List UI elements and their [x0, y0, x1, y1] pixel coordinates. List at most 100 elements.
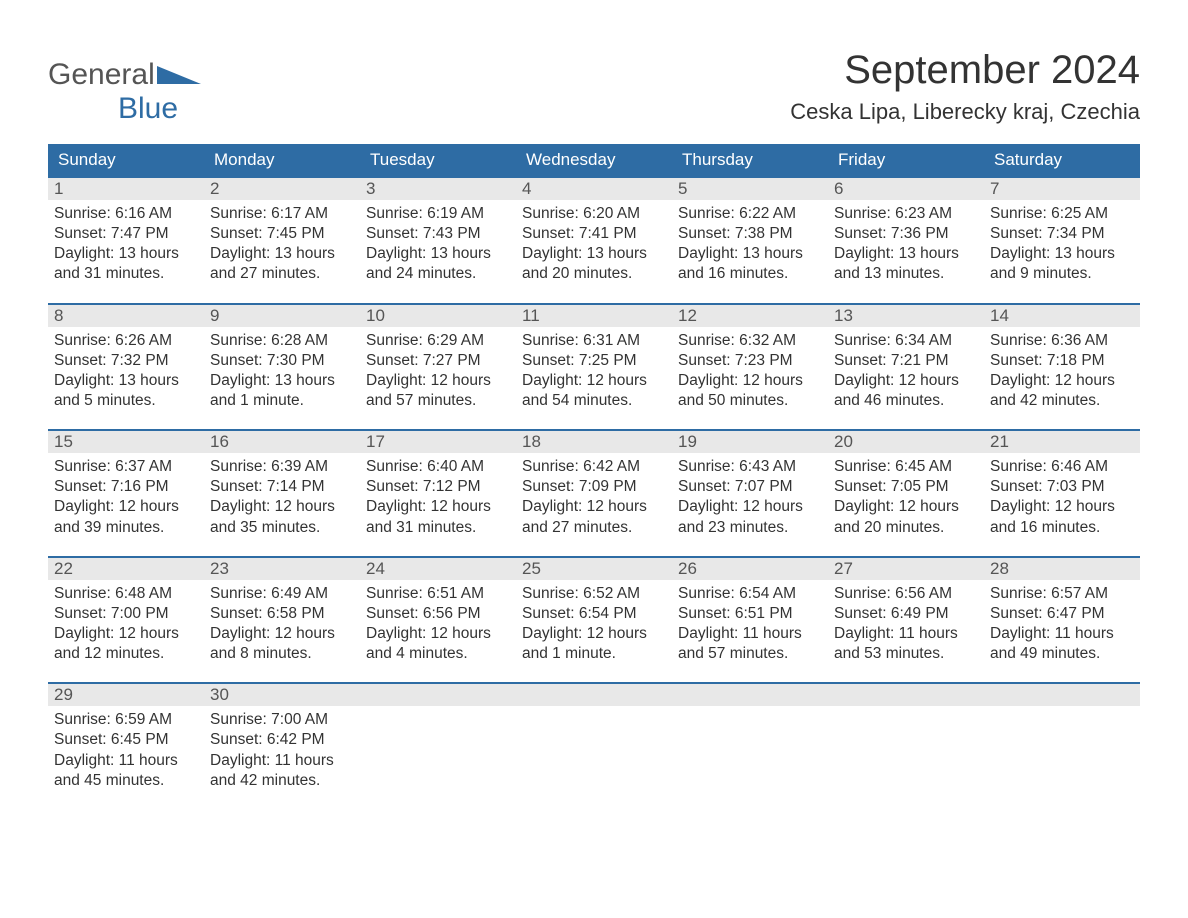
daylight-2: and 27 minutes. [210, 264, 354, 284]
day-cell: Sunrise: 6:20 AMSunset: 7:41 PMDaylight:… [516, 200, 672, 303]
sunrise: Sunrise: 6:19 AM [366, 204, 510, 224]
sunrise: Sunrise: 6:36 AM [990, 331, 1134, 351]
sunset: Sunset: 7:12 PM [366, 477, 510, 497]
day-number: 6 [828, 178, 984, 200]
sunset: Sunset: 7:30 PM [210, 351, 354, 371]
week-row: 22232425262728Sunrise: 6:48 AMSunset: 7:… [48, 556, 1140, 683]
sunset: Sunset: 7:18 PM [990, 351, 1134, 371]
logo-flag-icon [157, 62, 201, 84]
daynum-band: 2930 [48, 684, 1140, 706]
daylight-1: Daylight: 11 hours [54, 751, 198, 771]
info-row: Sunrise: 6:48 AMSunset: 7:00 PMDaylight:… [48, 580, 1140, 683]
daylight-1: Daylight: 13 hours [210, 244, 354, 264]
sunrise: Sunrise: 6:26 AM [54, 331, 198, 351]
sunrise: Sunrise: 6:46 AM [990, 457, 1134, 477]
daylight-1: Daylight: 12 hours [834, 497, 978, 517]
sunrise: Sunrise: 6:16 AM [54, 204, 198, 224]
sunset: Sunset: 7:09 PM [522, 477, 666, 497]
daylight-1: Daylight: 12 hours [366, 371, 510, 391]
day-number: 17 [360, 431, 516, 453]
daylight-2: and 1 minute. [522, 644, 666, 664]
day-cell: Sunrise: 6:31 AMSunset: 7:25 PMDaylight:… [516, 327, 672, 430]
day-cell: Sunrise: 6:37 AMSunset: 7:16 PMDaylight:… [48, 453, 204, 556]
day-number: 14 [984, 305, 1140, 327]
dayhead-row: Sunday Monday Tuesday Wednesday Thursday… [48, 144, 1140, 176]
day-cell: Sunrise: 6:46 AMSunset: 7:03 PMDaylight:… [984, 453, 1140, 556]
day-cell: Sunrise: 6:16 AMSunset: 7:47 PMDaylight:… [48, 200, 204, 303]
sunset: Sunset: 7:41 PM [522, 224, 666, 244]
calendar: Sunday Monday Tuesday Wednesday Thursday… [48, 144, 1140, 809]
week-row: 891011121314Sunrise: 6:26 AMSunset: 7:32… [48, 303, 1140, 430]
sunrise: Sunrise: 6:34 AM [834, 331, 978, 351]
day-cell [360, 706, 516, 809]
day-cell: Sunrise: 6:28 AMSunset: 7:30 PMDaylight:… [204, 327, 360, 430]
sunset: Sunset: 6:56 PM [366, 604, 510, 624]
daylight-1: Daylight: 12 hours [990, 497, 1134, 517]
day-number: 23 [204, 558, 360, 580]
day-number: 24 [360, 558, 516, 580]
daynum-band: 15161718192021 [48, 431, 1140, 453]
day-cell [984, 706, 1140, 809]
month-title: September 2024 [790, 48, 1140, 93]
daylight-1: Daylight: 11 hours [834, 624, 978, 644]
daylight-2: and 16 minutes. [990, 518, 1134, 538]
sunrise: Sunrise: 6:37 AM [54, 457, 198, 477]
header: General Blue September 2024 Ceska Lipa, … [48, 48, 1140, 126]
day-number [984, 684, 1140, 706]
day-cell: Sunrise: 6:25 AMSunset: 7:34 PMDaylight:… [984, 200, 1140, 303]
daylight-1: Daylight: 12 hours [522, 371, 666, 391]
daylight-2: and 39 minutes. [54, 518, 198, 538]
sunset: Sunset: 7:16 PM [54, 477, 198, 497]
sunrise: Sunrise: 6:20 AM [522, 204, 666, 224]
sunrise: Sunrise: 6:29 AM [366, 331, 510, 351]
daylight-2: and 35 minutes. [210, 518, 354, 538]
logo-text-1: General [48, 58, 155, 91]
daylight-2: and 13 minutes. [834, 264, 978, 284]
weeks: 1234567Sunrise: 6:16 AMSunset: 7:47 PMDa… [48, 176, 1140, 809]
day-number: 5 [672, 178, 828, 200]
info-row: Sunrise: 6:16 AMSunset: 7:47 PMDaylight:… [48, 200, 1140, 303]
daylight-2: and 50 minutes. [678, 391, 822, 411]
day-cell [672, 706, 828, 809]
location: Ceska Lipa, Liberecky kraj, Czechia [790, 99, 1140, 125]
sunrise: Sunrise: 6:42 AM [522, 457, 666, 477]
sunset: Sunset: 7:03 PM [990, 477, 1134, 497]
day-number: 8 [48, 305, 204, 327]
day-cell: Sunrise: 6:29 AMSunset: 7:27 PMDaylight:… [360, 327, 516, 430]
daylight-1: Daylight: 11 hours [210, 751, 354, 771]
dayhead-wed: Wednesday [516, 144, 672, 176]
daylight-1: Daylight: 13 hours [678, 244, 822, 264]
day-number: 16 [204, 431, 360, 453]
dayhead-mon: Monday [204, 144, 360, 176]
day-number: 19 [672, 431, 828, 453]
daylight-2: and 1 minute. [210, 391, 354, 411]
daylight-2: and 53 minutes. [834, 644, 978, 664]
day-number [828, 684, 984, 706]
daylight-1: Daylight: 12 hours [210, 624, 354, 644]
daylight-1: Daylight: 12 hours [990, 371, 1134, 391]
sunrise: Sunrise: 6:32 AM [678, 331, 822, 351]
day-cell [516, 706, 672, 809]
daylight-2: and 42 minutes. [210, 771, 354, 791]
day-number: 11 [516, 305, 672, 327]
daylight-1: Daylight: 13 hours [522, 244, 666, 264]
sunrise: Sunrise: 6:52 AM [522, 584, 666, 604]
sunrise: Sunrise: 6:59 AM [54, 710, 198, 730]
sunset: Sunset: 6:42 PM [210, 730, 354, 750]
day-cell: Sunrise: 6:48 AMSunset: 7:00 PMDaylight:… [48, 580, 204, 683]
daylight-2: and 42 minutes. [990, 391, 1134, 411]
sunset: Sunset: 6:49 PM [834, 604, 978, 624]
daylight-1: Daylight: 12 hours [678, 371, 822, 391]
sunrise: Sunrise: 6:48 AM [54, 584, 198, 604]
day-cell: Sunrise: 6:56 AMSunset: 6:49 PMDaylight:… [828, 580, 984, 683]
sunset: Sunset: 6:45 PM [54, 730, 198, 750]
day-cell: Sunrise: 6:23 AMSunset: 7:36 PMDaylight:… [828, 200, 984, 303]
day-cell: Sunrise: 6:42 AMSunset: 7:09 PMDaylight:… [516, 453, 672, 556]
sunrise: Sunrise: 6:57 AM [990, 584, 1134, 604]
day-cell: Sunrise: 6:57 AMSunset: 6:47 PMDaylight:… [984, 580, 1140, 683]
daylight-1: Daylight: 13 hours [54, 371, 198, 391]
week-row: 2930 Sunrise: 6:59 AMSunset: 6:45 PMDayl… [48, 682, 1140, 809]
day-number: 12 [672, 305, 828, 327]
daylight-2: and 20 minutes. [522, 264, 666, 284]
sunset: Sunset: 7:36 PM [834, 224, 978, 244]
